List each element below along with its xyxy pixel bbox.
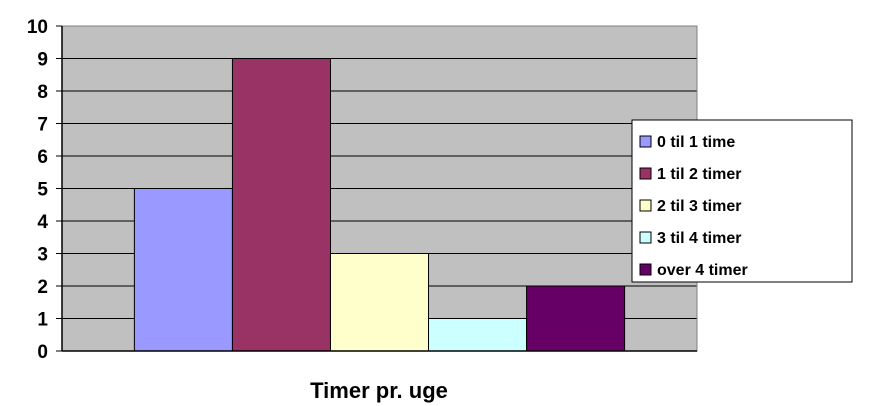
- y-tick-label: 1: [37, 310, 48, 331]
- bar-1: [133, 188, 233, 352]
- y-tick-label: 8: [37, 82, 48, 103]
- y-tick-label: 6: [37, 147, 48, 168]
- legend-label: over 4 timer: [657, 262, 748, 279]
- y-tick-label: 5: [37, 180, 48, 201]
- x-axis-label: Timer pr. uge: [310, 378, 448, 403]
- legend-swatch: [639, 167, 652, 180]
- legend-label: 2 til 3 timer: [657, 198, 741, 215]
- bar-4: [428, 318, 528, 352]
- y-axis-ticks: 0 1 2 3 4 5 6 7 8 9 10: [27, 17, 62, 363]
- legend-box: [631, 119, 853, 283]
- legend: 0 til 1 time 1 til 2 timer 2 til 3 timer 3 …: [631, 119, 853, 283]
- legend-label: 3 til 4 timer: [657, 230, 741, 247]
- bar-2: [231, 58, 331, 352]
- y-tick-label: 2: [37, 277, 48, 298]
- bar-5: [526, 285, 626, 352]
- y-tick-label: 3: [37, 245, 48, 266]
- legend-label: 1 til 2 timer: [657, 166, 741, 183]
- y-tick-label: 0: [37, 342, 48, 363]
- legend-swatch: [639, 231, 652, 244]
- legend-swatch: [639, 199, 652, 212]
- y-tick-label: 7: [37, 115, 48, 136]
- y-tick-label: 9: [37, 50, 48, 71]
- legend-swatch: [639, 135, 652, 148]
- bar-3: [329, 253, 430, 352]
- legend-swatch: [639, 263, 652, 276]
- legend-label: 0 til 1 time: [657, 134, 735, 151]
- y-tick-label: 10: [27, 17, 48, 38]
- y-tick-label: 4: [37, 212, 48, 233]
